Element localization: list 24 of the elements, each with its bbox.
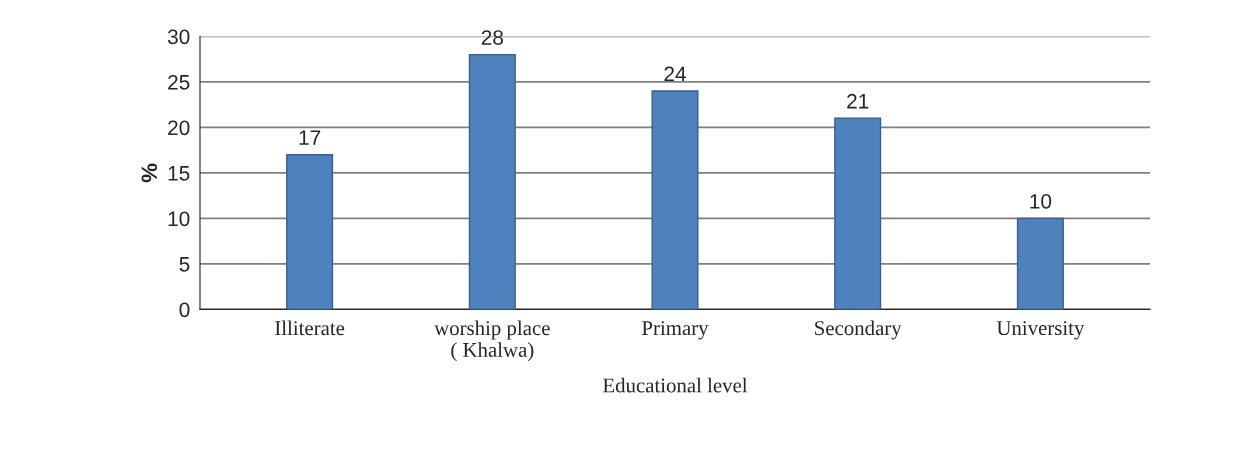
- x-axis-title: Educational level: [603, 377, 748, 393]
- x-tick-label: Illiterate: [275, 320, 345, 336]
- y-tick-label: 5: [179, 257, 190, 272]
- data-label: 17: [299, 130, 321, 145]
- y-tick-label: 15: [168, 166, 190, 181]
- x-tick-label: worship place ( Khalwa): [434, 320, 550, 362]
- y-tick-label: 10: [168, 211, 190, 227]
- x-tick-label: University: [996, 321, 1085, 340]
- bar: [1016, 217, 1064, 310]
- y-tick-label: 20: [168, 120, 190, 136]
- y-axis-title: %: [141, 163, 158, 183]
- bar: [468, 53, 516, 310]
- bar: [286, 154, 334, 310]
- x-tick-label: Secondary: [815, 320, 902, 340]
- y-tick-label: 0: [179, 302, 190, 318]
- data-label: 10: [1030, 193, 1052, 209]
- bar: [651, 90, 699, 310]
- data-label: 28: [481, 30, 503, 45]
- data-label: 24: [664, 66, 686, 82]
- y-tick-label: 30: [167, 29, 190, 45]
- bar: [834, 117, 882, 310]
- y-tick-label: 25: [168, 74, 190, 90]
- x-tick-label: Primary: [642, 321, 709, 340]
- data-label: 21: [847, 93, 869, 109]
